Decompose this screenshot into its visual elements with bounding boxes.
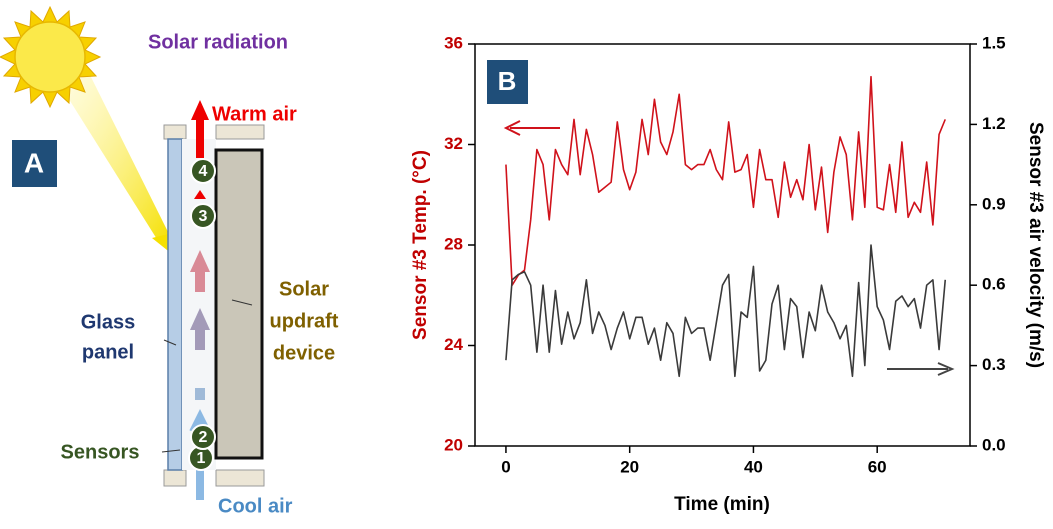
sensor-number: 4 [199,163,208,180]
glass-label: Glass [81,311,135,333]
panel-label-box [12,140,57,187]
axis-arrow [887,362,955,376]
pointer [163,339,177,346]
sensor-number: 2 [199,429,208,446]
device-label: updraft [270,310,339,332]
sensor-number: 3 [199,208,208,225]
flow-arrow [190,250,210,272]
x-tick-label: 20 [620,457,639,476]
y-tick-label: 36 [444,33,463,52]
y2-axis-label: Sensor #3 air velocity (m/s) [1025,122,1046,368]
top-cap [215,124,265,140]
y2-tick-label: 1.5 [982,33,1006,52]
flow-arrow [194,190,206,199]
y-axis-label: Sensor #3 Temp. (°C) [410,150,431,340]
solar-radiation: Solar radiation [148,31,288,53]
x-axis-label: Time (min) [674,494,770,515]
pointer [161,449,181,453]
warm-arrow [191,100,209,120]
x-tick-label: 60 [868,457,887,476]
updraft-device [214,148,264,460]
y2-tick-label: 0.6 [982,275,1006,294]
warm-air: Warm air [212,103,297,125]
data-line [505,75,946,286]
cool-air: Cool air [218,495,293,517]
y2-tick-label: 0.9 [982,194,1006,213]
panel-label: A [24,147,44,178]
y-tick-label: 20 [444,435,463,454]
sensors-label: Sensors [61,441,140,463]
bottom-cap [215,469,265,487]
data-line [505,244,947,378]
device-label: Solar [279,278,329,300]
y2-tick-label: 0.3 [982,355,1006,374]
axis-arrow [503,120,560,136]
panel-label-box [487,60,528,104]
warm-arrow [196,118,204,158]
sensor-number: 1 [197,450,206,467]
sensor [190,158,216,184]
panel-label: B [498,66,517,96]
x-tick-label: 0 [501,457,510,476]
y-tick-label: 32 [444,134,463,153]
sun [0,5,102,109]
flow-arrow [195,330,205,350]
top-cap [163,124,187,140]
y-tick-label: 24 [444,335,463,354]
plot-frame [474,43,971,447]
y2-tick-label: 0.0 [982,435,1006,454]
flow-arrow [195,272,205,292]
x-tick-label: 40 [744,457,763,476]
sensor [190,424,216,450]
sensor [190,203,216,229]
y2-tick-label: 1.2 [982,114,1006,133]
bottom-cap [163,469,187,487]
sun-beam [60,75,170,244]
pointer [231,299,253,306]
glass-label: panel [82,341,134,363]
glass-panel [167,138,183,471]
panel-a: A Solar radiation Warm air Cool air Glas… [0,5,339,517]
y-tick-label: 28 [444,234,463,253]
device-label: device [273,342,335,364]
flow-arrow [190,308,210,330]
